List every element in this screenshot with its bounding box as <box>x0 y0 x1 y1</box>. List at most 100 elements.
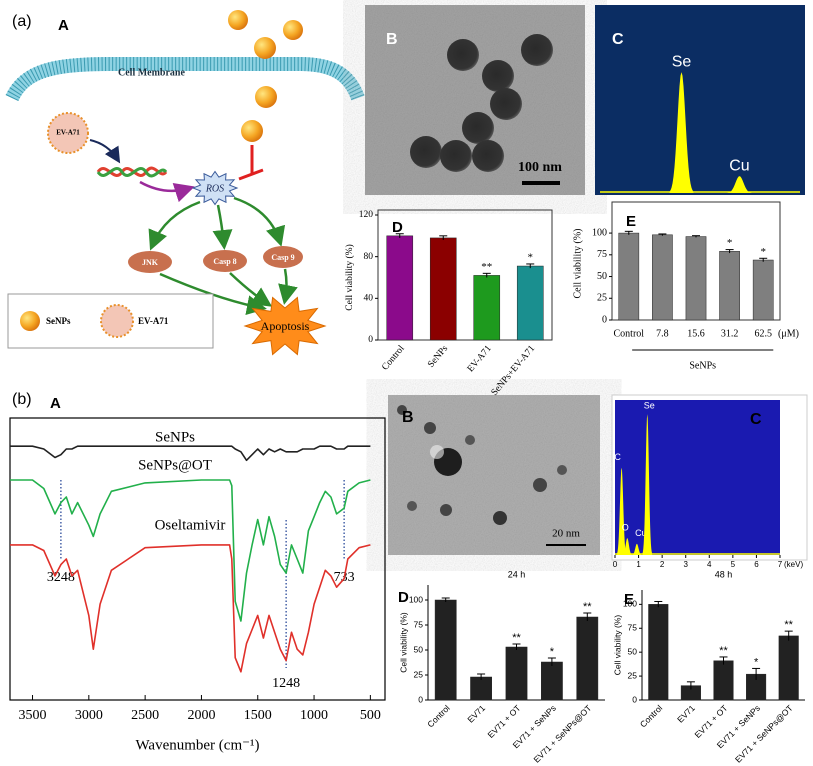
series-label: SeNPs@OT <box>138 457 212 473</box>
nanoparticle <box>424 422 436 434</box>
bar <box>505 646 528 701</box>
chart-title: 24 h <box>508 569 526 579</box>
x-tick-label: 2000 <box>187 708 215 723</box>
y-tick-label: 100 <box>623 599 637 609</box>
ftir-frame <box>9 417 386 701</box>
x-tick-label: 31.2 <box>721 328 739 339</box>
x-tick-label: 3500 <box>19 708 47 723</box>
inhibition-bar <box>238 168 264 181</box>
casp9-node <box>263 246 303 268</box>
group-label: SeNPs <box>689 360 716 371</box>
peak-label: Se <box>644 400 655 410</box>
cell-membrane-lipids <box>5 57 365 102</box>
tem-image <box>388 395 600 555</box>
panel-label: E <box>626 213 636 230</box>
apoptosis-icon <box>243 296 327 356</box>
x-tick-label: 3 <box>683 560 688 569</box>
bar <box>685 236 707 321</box>
x-unit-label: (μM) <box>778 328 799 339</box>
panel-label: C <box>612 31 624 48</box>
x-tick-label: 5 <box>731 560 736 569</box>
panel-label: A <box>58 17 69 34</box>
significance-label: ** <box>583 601 592 613</box>
arrow <box>229 272 273 307</box>
virus-icon <box>47 112 89 154</box>
x-tick-label: 2500 <box>131 708 159 723</box>
panel-label: C <box>750 411 762 428</box>
jnk-label: JNK <box>142 258 159 267</box>
scale-bar-label: 100 nm <box>518 160 562 175</box>
x-tick-label: Control <box>425 703 452 730</box>
membrane-label: Cell Membrane <box>118 67 185 78</box>
significance-label: ** <box>481 261 492 273</box>
spectrum-line <box>10 544 371 673</box>
tem-particles <box>397 405 567 525</box>
x-tick-label: 1000 <box>300 708 328 723</box>
spectrum-line <box>10 445 371 462</box>
x-tick-label: 62.5 <box>754 328 772 339</box>
arrow <box>233 196 286 247</box>
y-tick-label: 50 <box>597 271 607 282</box>
series-label: SeNPs <box>155 429 195 445</box>
panel-label: E <box>624 591 634 608</box>
series-label: Oseltamivir <box>155 517 226 533</box>
particle-halo <box>430 445 444 459</box>
x-tick-label: SeNPs+EV-A71 <box>490 344 538 398</box>
y-tick-label: 120 <box>359 210 374 220</box>
eds-background <box>615 400 780 555</box>
significance-label: ** <box>512 632 521 644</box>
bar <box>429 237 457 341</box>
eds-background <box>595 5 805 195</box>
x-tick-label: 7 <box>778 560 783 569</box>
panel-label: D <box>398 589 409 606</box>
y-tick-label: 25 <box>628 670 638 680</box>
panel-label: A <box>50 395 61 412</box>
y-tick-label: 40 <box>364 294 374 304</box>
casp8-label: Casp 8 <box>213 257 236 266</box>
legend-label: SeNPs <box>46 316 71 326</box>
bar <box>719 251 740 321</box>
significance-label: ** <box>719 645 728 657</box>
panel-label: B <box>386 31 398 48</box>
y-tick-label: 25 <box>414 669 424 679</box>
bar <box>713 660 734 701</box>
significance-label: * <box>528 251 534 263</box>
bar <box>470 676 492 701</box>
y-tick-label: 0 <box>602 314 607 325</box>
senps-particles <box>228 10 303 142</box>
bar <box>473 275 501 341</box>
x-tick-label: 6 <box>754 560 759 569</box>
y-tick-label: 50 <box>628 646 638 656</box>
x-tick-label: 3000 <box>75 708 103 723</box>
significance-label: * <box>727 237 733 249</box>
casp9-label: Casp 9 <box>271 253 294 262</box>
bar <box>648 604 669 701</box>
y-tick-label: 0 <box>632 694 637 704</box>
nanoparticle <box>255 86 277 108</box>
peak-label: O <box>622 522 629 532</box>
jnk-node <box>128 251 172 273</box>
casp8-node <box>203 250 247 272</box>
x-tick-label: EV71 + OT <box>486 703 523 740</box>
nanoparticle <box>490 88 522 120</box>
y-axis-label: Cell viability (%) <box>398 612 408 673</box>
nanoparticle <box>472 140 504 172</box>
peak-label: Se <box>672 53 692 70</box>
y-tick-label: 0 <box>368 335 373 345</box>
y-tick-label: 75 <box>597 249 607 260</box>
x-tick-label: 1500 <box>244 708 272 723</box>
x-tick-label: 4 <box>707 560 712 569</box>
nanoparticle <box>407 501 417 511</box>
nanoparticle <box>254 37 276 59</box>
spectrum-peak <box>632 543 642 555</box>
spectrum-peak <box>622 538 633 555</box>
spectrum-peak <box>669 72 694 193</box>
y-axis-label: Cell viability (%) <box>612 615 622 676</box>
x-tick-label: EV71 <box>465 703 487 725</box>
nanoparticle <box>241 120 263 142</box>
nanoparticle <box>557 465 567 475</box>
nanoparticle <box>228 10 248 30</box>
x-tick-label: EV-A71 <box>466 344 494 375</box>
nanoparticle <box>493 511 507 525</box>
